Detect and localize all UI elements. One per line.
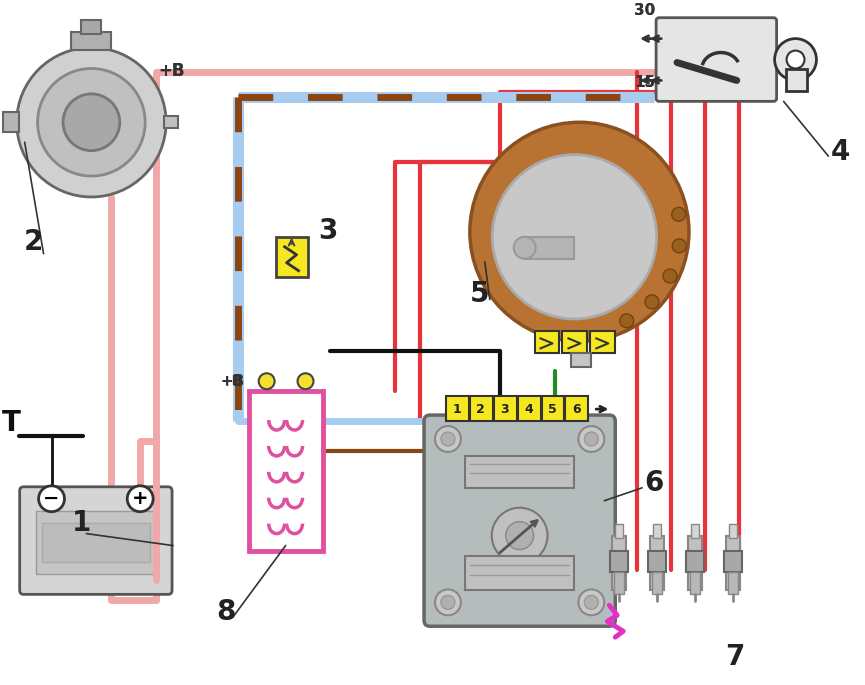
FancyBboxPatch shape <box>656 18 777 101</box>
Bar <box>650 536 664 590</box>
Bar <box>541 396 565 421</box>
Circle shape <box>16 47 166 197</box>
Circle shape <box>585 595 599 609</box>
Text: +B: +B <box>157 62 184 80</box>
Bar <box>276 237 307 277</box>
Circle shape <box>441 432 455 446</box>
Circle shape <box>435 426 461 452</box>
Text: +B: +B <box>221 374 246 388</box>
Text: 1: 1 <box>452 403 461 416</box>
Bar <box>648 551 666 573</box>
Bar <box>517 396 541 421</box>
Circle shape <box>298 373 313 389</box>
Bar <box>465 556 574 590</box>
Circle shape <box>579 426 605 452</box>
FancyBboxPatch shape <box>20 487 172 595</box>
Bar <box>535 332 560 353</box>
Circle shape <box>775 38 817 80</box>
Bar <box>35 511 156 575</box>
Text: 6: 6 <box>644 469 663 497</box>
Bar <box>729 523 737 538</box>
Bar <box>652 573 662 595</box>
Circle shape <box>441 595 455 609</box>
Circle shape <box>506 522 534 549</box>
Bar <box>42 523 151 562</box>
Text: +: + <box>132 489 149 508</box>
Bar <box>686 551 704 573</box>
Bar <box>72 32 112 49</box>
FancyBboxPatch shape <box>424 415 615 626</box>
Bar <box>249 391 324 551</box>
Text: 2: 2 <box>477 403 485 416</box>
Circle shape <box>514 237 535 259</box>
Bar <box>494 396 516 421</box>
Circle shape <box>663 269 677 283</box>
Bar <box>446 396 469 421</box>
Bar <box>688 536 702 590</box>
Circle shape <box>645 295 659 309</box>
Text: 7: 7 <box>725 643 744 671</box>
Circle shape <box>585 432 599 446</box>
Circle shape <box>786 51 804 68</box>
Bar <box>470 396 493 421</box>
Text: −: − <box>43 489 60 508</box>
Bar <box>690 573 700 595</box>
Text: 1: 1 <box>72 509 91 536</box>
Bar <box>785 69 808 91</box>
Bar <box>726 536 740 590</box>
Bar <box>81 20 101 34</box>
Bar <box>3 112 19 132</box>
Bar <box>590 332 615 353</box>
Circle shape <box>672 239 686 253</box>
Circle shape <box>39 486 65 512</box>
Circle shape <box>492 155 657 319</box>
Text: 2: 2 <box>23 227 43 256</box>
Bar <box>653 523 661 538</box>
Bar <box>611 551 628 573</box>
Text: 30: 30 <box>634 3 656 18</box>
Circle shape <box>127 486 153 512</box>
Circle shape <box>579 589 605 615</box>
Circle shape <box>37 68 145 176</box>
Bar <box>566 396 588 421</box>
Text: +B: +B <box>221 374 243 388</box>
Bar <box>614 573 625 595</box>
Bar <box>615 523 623 538</box>
Text: 15: 15 <box>634 75 656 90</box>
Bar <box>612 536 626 590</box>
Bar <box>562 332 587 353</box>
Text: T: T <box>3 409 21 437</box>
Text: 4: 4 <box>830 138 849 166</box>
Text: 30: 30 <box>634 3 656 18</box>
Circle shape <box>470 123 689 341</box>
Text: 3: 3 <box>500 403 509 416</box>
Circle shape <box>63 94 119 151</box>
Bar <box>572 353 592 367</box>
Text: 15: 15 <box>634 75 656 90</box>
Text: 5: 5 <box>548 403 557 416</box>
Bar <box>724 551 742 573</box>
Circle shape <box>259 373 275 389</box>
Circle shape <box>672 208 686 221</box>
Text: 6: 6 <box>572 403 580 416</box>
Bar <box>691 523 699 538</box>
Text: 4: 4 <box>524 403 533 416</box>
Circle shape <box>619 314 634 328</box>
Bar <box>164 116 178 128</box>
Circle shape <box>492 508 548 564</box>
Text: +B: +B <box>157 62 184 80</box>
Text: 8: 8 <box>216 598 235 626</box>
Circle shape <box>435 589 461 615</box>
Text: 5: 5 <box>470 279 490 308</box>
Text: 3: 3 <box>318 217 338 245</box>
Bar <box>525 237 574 259</box>
Bar <box>465 456 574 488</box>
Bar <box>727 573 738 595</box>
